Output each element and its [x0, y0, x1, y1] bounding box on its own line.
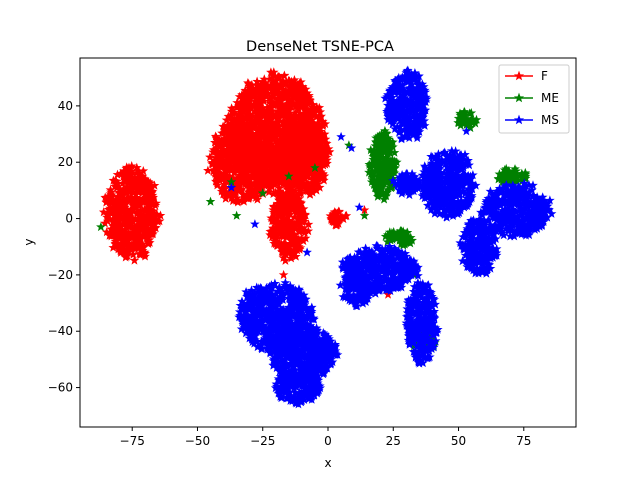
series-ms-cluster-0: [380, 65, 432, 144]
legend-entry-me: ME: [505, 91, 559, 105]
x-axis-label: x: [324, 456, 331, 470]
x-tick-label: 50: [451, 434, 466, 448]
legend-marker: [513, 114, 525, 125]
series-me-point-1: [205, 196, 216, 206]
x-tick-label: −25: [250, 434, 275, 448]
y-tick-label: −20: [48, 268, 73, 282]
series-f-cluster-4: [265, 184, 314, 265]
series-me-point-4: [283, 171, 294, 181]
series-f-point-4: [278, 269, 289, 279]
y-tick-label: −40: [48, 324, 73, 338]
series-ms-cluster-11: [304, 334, 343, 372]
x-tick-label: 0: [324, 434, 332, 448]
legend: F ME MS: [498, 64, 570, 134]
series-me-cluster-1: [453, 106, 482, 133]
series-ms-points: [226, 65, 557, 409]
series-ms-cluster-4: [388, 168, 425, 200]
y-tick-label: 40: [58, 99, 73, 113]
series-ms-cluster-3: [476, 178, 557, 241]
plot-points: [96, 65, 557, 409]
x-tick-label: 75: [516, 434, 531, 448]
series-ms-point-1: [336, 131, 346, 142]
legend-marker: [513, 92, 525, 103]
series-ms-cluster-10: [270, 365, 326, 409]
legend-marker: [513, 70, 525, 81]
legend-entry-ms: MS: [505, 113, 559, 127]
series-f-cluster-2: [205, 114, 282, 207]
series-ms-point-3: [250, 219, 260, 229]
legend-label: ME: [541, 91, 559, 105]
series-me-point-0: [96, 221, 106, 232]
series-me-point-2: [231, 210, 242, 220]
y-tick-label: 20: [58, 155, 73, 169]
series-f-cluster-5: [325, 206, 352, 230]
series-me-point-7: [359, 210, 370, 220]
series-ms-cluster-7: [401, 277, 443, 368]
series-ms-point-2: [346, 143, 357, 153]
y-tick-label: 0: [65, 212, 73, 226]
legend-label: MS: [541, 113, 559, 127]
series-f-cluster-0: [98, 161, 166, 265]
series-ms-point-5: [461, 126, 472, 136]
x-tick-label: 25: [386, 434, 401, 448]
y-tick-label: −60: [48, 381, 73, 395]
legend-box: [498, 64, 570, 134]
series-me-point-10: [257, 188, 268, 198]
series-ms-point-0: [226, 182, 237, 192]
x-tick-label: −75: [120, 434, 145, 448]
y-axis-label: y: [22, 238, 36, 245]
series-ms-cluster-6: [335, 266, 377, 311]
legend-label: F: [541, 69, 548, 83]
series-me-cluster-0: [364, 125, 402, 204]
series-me-point-5: [310, 162, 320, 173]
series-f-point-2: [203, 165, 213, 175]
axes: −75 −50 −25 0 25 50 75 −60 −40 −20 0 20 40: [48, 57, 577, 448]
series-me-cluster-3: [380, 225, 417, 250]
series-ms-point-6: [302, 247, 312, 257]
series-ms-cluster-2: [455, 214, 502, 278]
x-tick-label: −50: [185, 434, 210, 448]
chart-title: DenseNet TSNE-PCA: [246, 39, 394, 55]
series-f-points: [98, 67, 414, 325]
series-ms-cluster-1: [414, 145, 481, 222]
legend-entry-f: F: [505, 69, 548, 83]
series-ms-point-4: [354, 202, 365, 212]
